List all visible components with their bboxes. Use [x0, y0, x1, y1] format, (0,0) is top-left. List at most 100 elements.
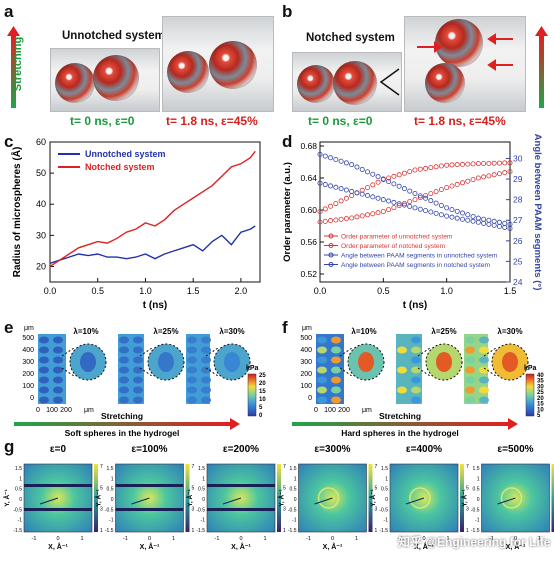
x-tick-label: 0 [36, 407, 40, 414]
y-tick-label: 1.5 [290, 466, 297, 472]
data-point [370, 182, 376, 188]
strain-label: ε=300% [314, 444, 350, 455]
data-point [481, 216, 487, 222]
data-point [428, 165, 434, 171]
stretching-label: Stretching [379, 411, 421, 421]
y-tick-label: -1 [384, 518, 389, 524]
heatmap-cell [39, 376, 49, 384]
x-tick-label: 0 [314, 407, 318, 414]
data-point [449, 183, 455, 189]
data-point [433, 210, 439, 216]
data-point [475, 219, 481, 225]
colorbar-tick: 10 [537, 407, 544, 413]
data-point [380, 176, 386, 182]
sim-unnotched-t0 [50, 48, 160, 112]
data-point [407, 199, 413, 205]
legend-marker [328, 233, 334, 239]
data-point [328, 218, 334, 224]
x-tick-label: -1 [32, 536, 37, 542]
data-point [475, 161, 481, 167]
data-point [449, 214, 455, 220]
y-tick-label: 0.5 [381, 487, 388, 493]
caption: Soft spheres in the hydrogel [65, 428, 180, 438]
x-tick-label: -1 [489, 536, 494, 542]
colorbar-tick: 5 [192, 485, 195, 491]
colorbar-tick: 30 [537, 384, 544, 390]
colorbar-tick: 5 [100, 485, 103, 491]
y-tick-label: 300 [22, 359, 34, 366]
y2-tick-label: 28 [513, 195, 523, 205]
data-point [423, 193, 429, 199]
data-point [407, 188, 413, 194]
x-tick-label: 0.5 [91, 286, 104, 296]
y-tick-label: -0.5 [288, 507, 297, 513]
data-point [475, 215, 481, 221]
y2-tick-label: 25 [513, 256, 523, 266]
y-tick-label: 0.68 [300, 141, 317, 151]
zoom-connector [417, 347, 431, 357]
data-point [481, 174, 487, 180]
heatmap-cell [465, 366, 475, 374]
heatmap-cell [411, 336, 421, 344]
colorbar-tick: 40 [537, 373, 544, 379]
stretching-arrow [292, 422, 508, 426]
heatmap-cell [479, 396, 489, 404]
strain-label: ε=400% [406, 444, 442, 455]
x-tick-label: 100 [46, 407, 58, 414]
heatmap-cell [317, 336, 327, 344]
heatmap-cell [397, 386, 407, 394]
data-point [380, 197, 386, 203]
colorbar-tick: 1 [466, 528, 469, 534]
zoom-inclusion [224, 352, 240, 372]
data-point [496, 219, 502, 225]
panel-label-c: c [4, 132, 14, 151]
plot-frame [49, 141, 261, 283]
series-markers-3 [317, 151, 513, 227]
colorbar [94, 464, 98, 532]
data-point [407, 169, 413, 175]
y-tick-label: 1 [111, 476, 114, 482]
y-tick-label: 300 [300, 359, 312, 366]
y-axis-label: Radius of microspheres (Å) [10, 147, 23, 278]
legend-label: Unnotched system [85, 149, 166, 159]
heatmap-cell [53, 396, 63, 404]
heatmap-cell [331, 396, 341, 404]
heatmap-cell [317, 346, 327, 354]
x-tick-label: 100 [324, 407, 336, 414]
heatmap-cell [331, 376, 341, 384]
data-point [359, 166, 365, 172]
y-tick-label: 0.5 [107, 487, 114, 493]
stretching-label: Stretching [101, 411, 143, 421]
heatmap-cell [119, 366, 129, 374]
data-point [496, 223, 502, 229]
data-point [365, 169, 371, 175]
data-point [417, 195, 423, 201]
y-tick-label: -1 [292, 518, 297, 524]
x-tick-label: 0 [239, 536, 242, 542]
data-point [465, 217, 471, 223]
data-point [343, 160, 349, 166]
heatmap-cell [53, 356, 63, 364]
x-tick-label: 1 [80, 536, 83, 542]
data-point [380, 209, 386, 215]
zoom-connector [205, 347, 219, 357]
colorbar [277, 464, 281, 532]
heatmap-cell [331, 356, 341, 364]
data-point [396, 203, 402, 209]
stretching-arrow-head [508, 418, 518, 430]
data-point [507, 221, 513, 227]
lambda-label: λ=30% [497, 327, 522, 336]
x-axis-label: t (ns) [403, 300, 427, 311]
strain-label: ε=0 [50, 444, 67, 455]
heatmap-cell [465, 386, 475, 394]
heatmap-cell [187, 366, 197, 374]
data-point [496, 171, 502, 177]
heatmap-cell [465, 336, 475, 344]
zoom-connector [483, 367, 497, 377]
x-tick-label: 2.0 [235, 286, 248, 296]
colorbar-tick: 20 [537, 396, 544, 402]
data-point [359, 213, 365, 219]
x-tick-label: 1.0 [440, 286, 453, 296]
data-point [328, 183, 334, 189]
heatmap-cell [479, 366, 489, 374]
